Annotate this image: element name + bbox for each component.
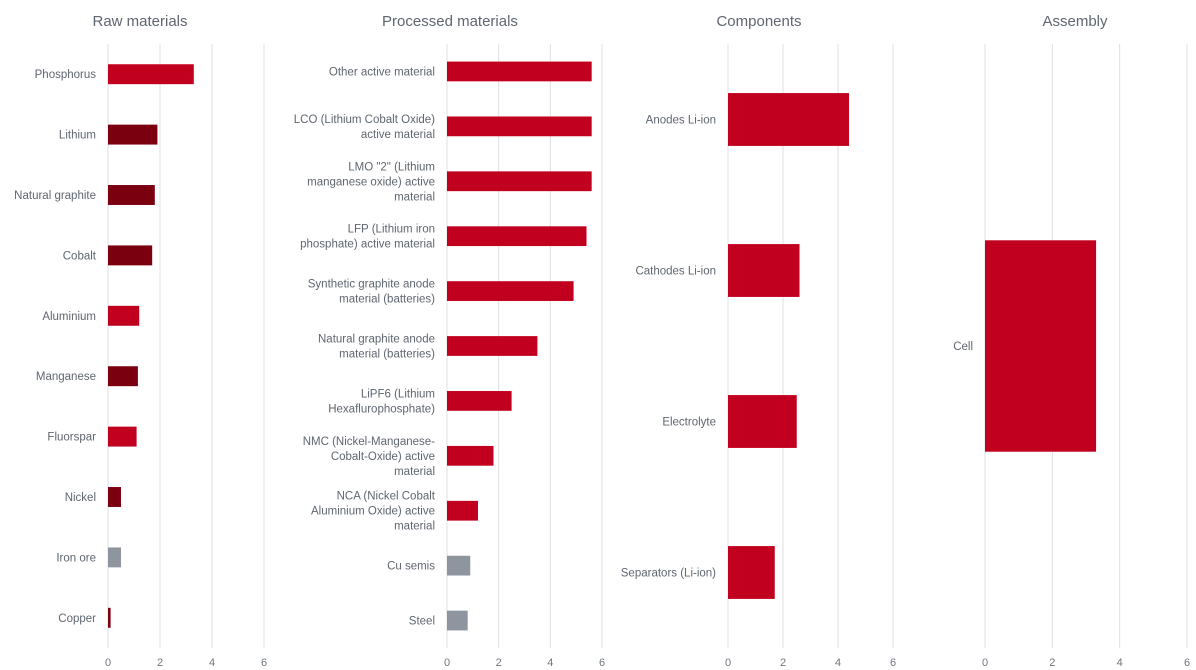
bar-natural-graphite-anode-material-batteries [447,336,538,356]
bar-copper [108,607,111,628]
bar-cu-semis [447,555,471,576]
panel-components: Components 0 2 4 6 Anodes Li-ion Cathodes Li-i… [621,13,896,669]
tick-label: 2 [496,657,502,669]
category-label: Lithium [59,130,96,142]
bar-cathodes-li-ion [728,244,800,297]
panel-title: Assembly [1042,13,1108,30]
category-label: Cobalt [63,250,97,262]
bar-cobalt [108,245,153,266]
category-label: Copper [58,613,96,625]
panel-title: Raw materials [92,13,187,30]
category-label: NCA (Nickel Cobalt Aluminium Oxide) activ… [311,491,436,533]
category-label: NMC (Nickel-Manganese-Cobalt-Oxide) acti… [303,436,435,478]
category-label: Steel [409,616,435,628]
tick-label: 6 [261,657,267,669]
tick-label: 4 [835,657,841,669]
category-label: Electrolyte [662,417,716,429]
tick-label: 6 [890,657,896,669]
tick-label: 6 [1184,657,1190,669]
bar-anodes-li-ion [728,93,849,146]
panel-title: Processed materials [382,13,518,30]
category-label: LFP (Lithium iron phosphate) active mater… [300,224,435,251]
category-label: Cu semis [387,561,435,573]
bar-synthetic-graphite-anode-material-batteries [447,281,574,301]
tick-label: 2 [157,657,163,669]
tick-label: 2 [1049,657,1055,669]
category-label: Separators (Li-ion) [621,568,716,580]
category-label: Other active material [329,66,435,78]
category-label: Nickel [65,492,96,504]
bar-fluorspar [108,426,137,447]
bar-lfp-lithium-iron-phosphate-active-material [447,226,587,247]
tick-label: 2 [780,657,786,669]
bar-natural-graphite [108,185,155,205]
category-label: Aluminium [42,311,96,323]
category-label: Cell [953,341,973,353]
category-label: Anodes Li-ion [646,115,716,127]
bar-electrolyte [728,395,797,448]
panel-assembly: Assembly 0 2 4 6 Cell [953,13,1190,669]
category-label: Synthetic graphite anode material (batter… [308,279,435,306]
tick-label: 6 [599,657,605,669]
bar-lco-lithium-cobalt-oxide-active-material [447,116,592,137]
category-label: LiPF6 (Lithium Hexaflurophosphate) [328,388,435,415]
bar-nmc-nickel-manganese-cobalt-oxide-active-material [447,445,494,466]
category-label: LMO "2" (Lithium manganese oxide) active m… [307,161,435,203]
tick-label: 4 [547,657,553,669]
bar-lmo-2-lithium-manganese-oxide-active-material [447,171,592,192]
category-label: Manganese [36,371,96,383]
bar-phosphorus [108,64,194,85]
category-label: Iron ore [56,552,96,564]
bar-separators-li-ion [728,546,775,599]
tick-label: 0 [444,657,450,669]
bar-lipf6-lithium-hexaflurophosphate [447,391,512,411]
bar-iron-ore [108,547,121,568]
category-label: Natural graphite anode material (batterie… [318,334,435,361]
bar-lithium [108,124,158,145]
tick-label: 4 [1117,657,1123,669]
bar-aluminium [108,305,140,326]
bar-steel [447,610,468,631]
panel-processed-materials: Processed materials 0 2 4 6 Other active mate… [294,13,605,669]
tick-label: 4 [209,657,215,669]
tick-label: 0 [725,657,731,669]
bar-manganese [108,366,138,387]
bar-other-active-material [447,61,592,82]
tick-label: 0 [982,657,988,669]
category-label: LCO (Lithium Cobalt Oxide) active materia… [294,114,435,141]
bar-nca-nickel-cobalt-aluminium-oxide-active-material [447,500,478,521]
bar-cell [985,240,1097,452]
category-label: Phosphorus [35,69,97,81]
tick-label: 0 [105,657,111,669]
panel-raw-materials: Raw materials 0 2 4 6 Phosphorus Lithium Natura… [14,13,267,669]
category-label: Natural graphite [14,190,96,202]
panel-title: Components [716,13,801,30]
category-label: Cathodes Li-ion [635,266,716,278]
bar-nickel [108,487,121,507]
category-label: Fluorspar [47,432,96,444]
